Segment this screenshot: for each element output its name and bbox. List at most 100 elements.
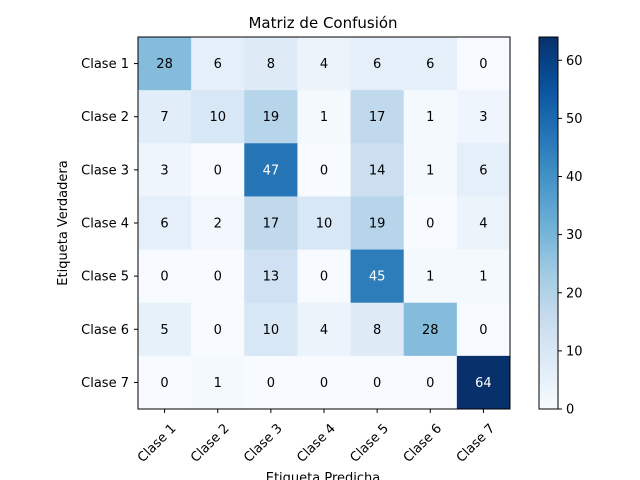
y-axis-ticks: Clase 1 Clase 2 Clase 3 Clase 4 Clase 5 Clase… <box>81 57 138 391</box>
cell-value-label: 28 <box>156 57 173 72</box>
x-axis-ticks: Clase 1 Clase 2 Clase 3 Clase 4 Clase 5 Clase… <box>135 409 498 466</box>
heatmap-cell <box>138 143 192 197</box>
heatmap-cell <box>456 196 511 251</box>
heatmap-cell <box>350 196 405 251</box>
heatmap-cell <box>138 355 192 410</box>
cell-value-label: 0 <box>426 217 434 232</box>
chart-title: Matriz de Confusión <box>248 14 397 32</box>
cell-value-label: 19 <box>369 217 386 232</box>
x-tick-label: Clase 6 <box>401 421 445 465</box>
y-tick-label: Clase 7 <box>81 376 129 391</box>
heatmap-cell <box>403 196 458 251</box>
colorbar-tick-label: 0 <box>566 403 574 418</box>
cell-value-label: 10 <box>263 323 280 338</box>
heatmap-cell <box>244 249 298 304</box>
heatmap-cell <box>456 302 511 357</box>
heatmap-cell <box>350 90 405 144</box>
heatmap-cell <box>244 90 298 144</box>
cell-value-label: 6 <box>160 217 168 232</box>
heatmap-cell <box>456 249 511 304</box>
heatmap-cell <box>403 249 458 304</box>
cell-value-label: 4 <box>320 323 328 338</box>
heatmap-cell <box>191 90 245 144</box>
colorbar-tick-label: 50 <box>566 112 583 127</box>
cell-value-label: 6 <box>479 163 487 178</box>
cell-value-label: 28 <box>422 323 439 338</box>
x-tick-label: Clase 1 <box>135 421 179 465</box>
colorbar-tick-label: 20 <box>566 286 583 301</box>
heatmap-cell <box>244 143 298 197</box>
heatmap-cell <box>244 355 298 410</box>
cell-value-label: 10 <box>209 110 226 125</box>
y-tick-label: Clase 2 <box>81 110 129 125</box>
cell-value-label: 14 <box>369 163 386 178</box>
heatmap-cell <box>191 37 245 91</box>
cell-value-label: 0 <box>160 270 168 285</box>
y-tick-label: Clase 4 <box>81 217 129 232</box>
heatmap-cell <box>350 249 405 304</box>
heatmap-cell <box>403 90 458 144</box>
heatmap-cell <box>456 37 511 91</box>
cell-value-label: 0 <box>479 57 487 72</box>
cell-value-label: 1 <box>214 376 222 391</box>
cell-value-label: 1 <box>426 110 434 125</box>
cell-value-label: 19 <box>263 110 280 125</box>
heatmap-cell <box>244 196 298 251</box>
cell-value-label: 6 <box>373 57 381 72</box>
colorbar-tick-label: 40 <box>566 170 583 185</box>
heatmap-cell <box>350 302 405 357</box>
cell-value-label: 2 <box>214 217 222 232</box>
heatmap-cell <box>297 37 352 91</box>
x-tick-label: Clase 7 <box>454 421 498 465</box>
cell-value-label: 4 <box>479 217 487 232</box>
heatmap-cell <box>244 302 298 357</box>
cell-value-label: 0 <box>160 376 168 391</box>
heatmap-cell <box>297 302 352 357</box>
heatmap-cell <box>403 302 458 357</box>
x-tick-label: Clase 3 <box>241 421 285 465</box>
heatmap-cell <box>297 196 352 251</box>
heatmap-cell <box>191 355 245 410</box>
heatmap-cell <box>456 355 511 410</box>
cell-value-label: 5 <box>160 323 168 338</box>
cell-value-label: 3 <box>479 110 487 125</box>
cell-value-label: 1 <box>426 270 434 285</box>
cell-value-label: 3 <box>160 163 168 178</box>
x-tick-label: Clase 5 <box>348 421 392 465</box>
colorbar <box>538 36 559 410</box>
cell-value-label: 17 <box>369 110 386 125</box>
heatmap-cell <box>456 143 511 197</box>
cell-value-label: 0 <box>214 323 222 338</box>
cell-value-label: 0 <box>320 376 328 391</box>
cell-value-label: 6 <box>214 57 222 72</box>
cell-value-label: 0 <box>426 376 434 391</box>
cell-value-label: 8 <box>373 323 381 338</box>
cell-value-label: 1 <box>426 163 434 178</box>
heatmap-cell <box>297 355 352 410</box>
cell-value-label: 7 <box>160 110 168 125</box>
heatmap-cell <box>403 355 458 410</box>
heatmap-cell <box>138 37 192 91</box>
cell-value-label: 8 <box>267 57 275 72</box>
heatmap-cell <box>138 249 192 304</box>
cell-value-label: 1 <box>479 270 487 285</box>
colorbar-tick-label: 10 <box>566 344 583 359</box>
heatmap-cell <box>138 196 192 251</box>
heatmap-cell <box>297 249 352 304</box>
heatmap-cell <box>191 302 245 357</box>
heatmap-cell <box>403 143 458 197</box>
x-tick-label: Clase 2 <box>188 421 232 465</box>
cell-value-label: 0 <box>320 270 328 285</box>
y-axis-label: Etiqueta Verdadera <box>56 160 71 285</box>
colorbar-ticks: 0 10 20 30 40 50 60 <box>558 54 583 418</box>
heatmap-cells: 28 6 8 4 6 6 07 10 19 1 17 1 33 0 47 0 14 1 66 2 17 10 19 0 40 0 1… <box>138 37 511 410</box>
cell-value-label: 0 <box>214 270 222 285</box>
heatmap-cell <box>350 355 405 410</box>
heatmap-cell <box>191 143 245 197</box>
y-tick-label: Clase 3 <box>81 163 129 178</box>
cell-value-label: 0 <box>320 163 328 178</box>
cell-value-label: 10 <box>316 217 333 232</box>
heatmap-cell <box>403 37 458 91</box>
cell-value-label: 0 <box>373 376 381 391</box>
